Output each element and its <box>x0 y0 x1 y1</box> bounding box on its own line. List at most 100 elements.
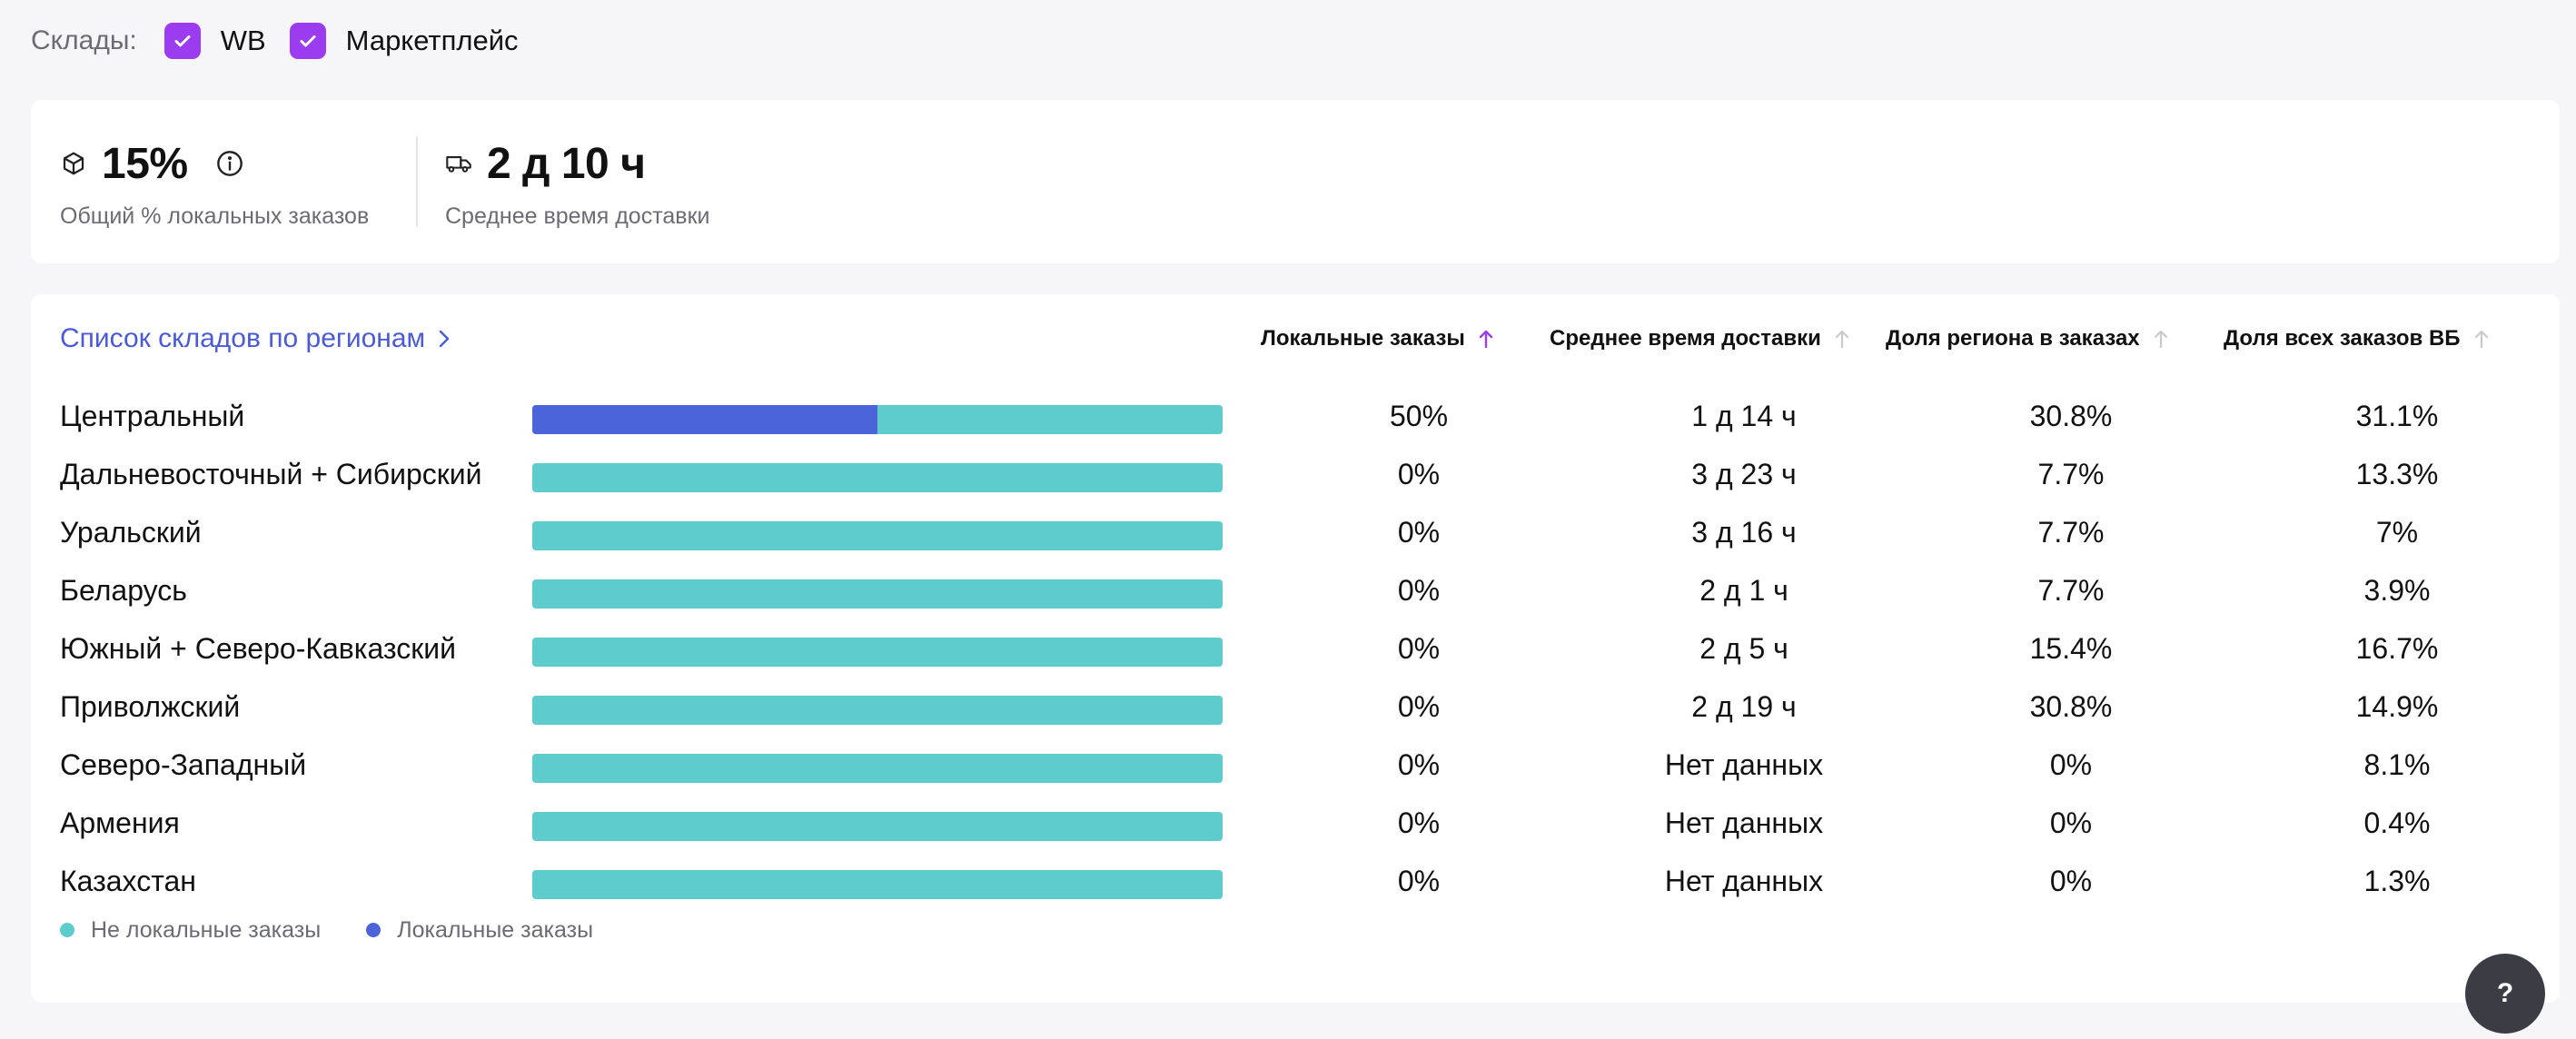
column-region-share[interactable]: Доля региона в заказах <box>1886 316 2169 361</box>
truck-icon <box>445 150 472 177</box>
legend-item-local: Локальные заказы <box>366 917 593 944</box>
chevron-right-icon <box>438 329 451 349</box>
checkbox-label: WB <box>220 25 266 56</box>
help-button[interactable]: ? <box>2465 954 2545 1034</box>
column-local-orders[interactable]: Локальные заказы <box>1261 316 1494 361</box>
local-orders-stat: 15% Общий % локальных заказов <box>60 136 369 230</box>
divider <box>416 136 418 227</box>
filter-label: Склады: <box>31 25 137 55</box>
cell-time: Нет данных <box>1664 748 1824 781</box>
cell-time: 2 д 19 ч <box>1691 690 1797 723</box>
regions-list-link[interactable]: Список складов по регионам <box>60 316 451 361</box>
cell-time: 3 д 23 ч <box>1691 458 1797 490</box>
cell-local: 0% <box>1397 574 1441 607</box>
local-orders-bar <box>532 638 1223 667</box>
region-name: Беларусь <box>60 574 187 607</box>
table-row: Южный + Северо-Кавказский 0% 2 д 5 ч 15.4% 1… <box>31 619 2560 678</box>
region-name: Дальневосточный + Сибирский <box>60 458 482 490</box>
column-label: Локальные заказы <box>1261 326 1465 351</box>
local-orders-bar <box>532 754 1223 783</box>
local-orders-bar <box>532 870 1223 899</box>
cell-wb-share: 31.1% <box>2355 400 2439 432</box>
local-orders-value: 15% <box>102 139 188 188</box>
cell-region-share: 7.7% <box>2037 458 2105 490</box>
cell-local: 0% <box>1397 748 1441 781</box>
cell-local: 50% <box>1389 400 1449 432</box>
cell-time: 2 д 1 ч <box>1699 574 1788 607</box>
local-orders-bar <box>532 696 1223 725</box>
column-label: Доля региона в заказах <box>1886 326 2140 351</box>
warehouse-filter: Склады: WB Маркетплейс <box>31 18 542 64</box>
legend-label: Локальные заказы <box>397 916 594 943</box>
checkbox-label: Маркетплейс <box>345 25 519 56</box>
cell-wb-share: 0.4% <box>2363 806 2431 839</box>
regions-table-card: Список складов по регионам Локальные зак… <box>31 294 2560 1003</box>
cell-local: 0% <box>1397 865 1441 897</box>
checkbox-wb[interactable]: WB <box>163 23 266 59</box>
cell-region-share: 0% <box>2049 806 2093 839</box>
info-icon[interactable] <box>215 149 244 178</box>
local-orders-bar <box>532 579 1223 609</box>
summary-card: 15% Общий % локальных заказов 2 д 10 ч С… <box>31 100 2560 263</box>
region-name: Центральный <box>60 400 245 432</box>
legend-item-nonlocal: Не локальные заказы <box>60 917 321 944</box>
table-row: Армения 0% Нет данных 0% 0.4% <box>31 794 2560 852</box>
table-row: Беларусь 0% 2 д 1 ч 7.7% 3.9% <box>31 561 2560 619</box>
delivery-time-caption: Среднее время доставки <box>445 203 710 229</box>
cell-local: 0% <box>1397 458 1441 490</box>
sort-arrow-up-icon <box>1478 328 1494 350</box>
regions-list-title: Список складов по регионам <box>60 323 426 353</box>
cell-wb-share: 13.3% <box>2355 458 2439 490</box>
region-name: Казахстан <box>60 865 196 897</box>
delivery-time-value: 2 д 10 ч <box>487 139 646 188</box>
region-name: Уральский <box>60 516 202 549</box>
legend-dot <box>60 923 74 937</box>
checkmark-icon <box>289 23 326 59</box>
sort-arrow-up-icon <box>2473 328 2490 350</box>
region-name: Южный + Северо-Кавказский <box>60 632 456 665</box>
cell-local: 0% <box>1397 806 1441 839</box>
table-row: Уральский 0% 3 д 16 ч 7.7% 7% <box>31 503 2560 561</box>
cell-wb-share: 7% <box>2375 516 2419 549</box>
box-icon <box>60 150 87 177</box>
table-row: Приволжский 0% 2 д 19 ч 30.8% 14.9% <box>31 678 2560 736</box>
local-orders-caption: Общий % локальных заказов <box>60 203 370 229</box>
region-name: Приволжский <box>60 690 241 723</box>
column-wb-share[interactable]: Доля всех заказов ВБ <box>2224 316 2490 361</box>
legend: Не локальные заказы Локальные заказы <box>60 912 639 948</box>
cell-wb-share: 14.9% <box>2355 690 2439 723</box>
local-orders-bar <box>532 521 1223 550</box>
table-row: Дальневосточный + Сибирский 0% 3 д 23 ч 7.7… <box>31 445 2560 503</box>
local-orders-bar <box>532 463 1223 492</box>
table-row: Казахстан 0% Нет данных 0% 1.3% <box>31 852 2560 910</box>
cell-region-share: 30.8% <box>2029 690 2113 723</box>
column-label: Среднее время доставки <box>1550 326 1821 351</box>
local-orders-bar <box>532 405 1223 434</box>
cell-local: 0% <box>1397 632 1441 665</box>
cell-time: 3 д 16 ч <box>1691 516 1797 549</box>
cell-local: 0% <box>1397 516 1441 549</box>
cell-time: 1 д 14 ч <box>1691 400 1797 432</box>
sort-arrow-up-icon <box>2153 328 2169 350</box>
sort-arrow-up-icon <box>1834 328 1850 350</box>
local-orders-bar <box>532 812 1223 841</box>
cell-wb-share: 1.3% <box>2363 865 2431 897</box>
checkbox-marketplace[interactable]: Маркетплейс <box>289 23 519 59</box>
cell-time: 2 д 5 ч <box>1699 632 1788 665</box>
cell-region-share: 7.7% <box>2037 574 2105 607</box>
cell-wb-share: 16.7% <box>2355 632 2439 665</box>
cell-wb-share: 8.1% <box>2363 748 2431 781</box>
region-name: Армения <box>60 806 180 839</box>
cell-time: Нет данных <box>1664 865 1824 897</box>
cell-region-share: 0% <box>2049 748 2093 781</box>
cell-region-share: 7.7% <box>2037 516 2105 549</box>
checkmark-icon <box>163 23 201 59</box>
region-name: Северо-Западный <box>60 748 307 781</box>
table-row: Центральный 50% 1 д 14 ч 30.8% 31.1% <box>31 387 2560 445</box>
legend-dot <box>366 923 381 937</box>
cell-local: 0% <box>1397 690 1441 723</box>
cell-region-share: 0% <box>2049 865 2093 897</box>
regions-table-body: Центральный 50% 1 д 14 ч 30.8% 31.1% Дальнево… <box>31 387 2560 910</box>
column-delivery-time[interactable]: Среднее время доставки <box>1550 316 1850 361</box>
cell-region-share: 30.8% <box>2029 400 2113 432</box>
